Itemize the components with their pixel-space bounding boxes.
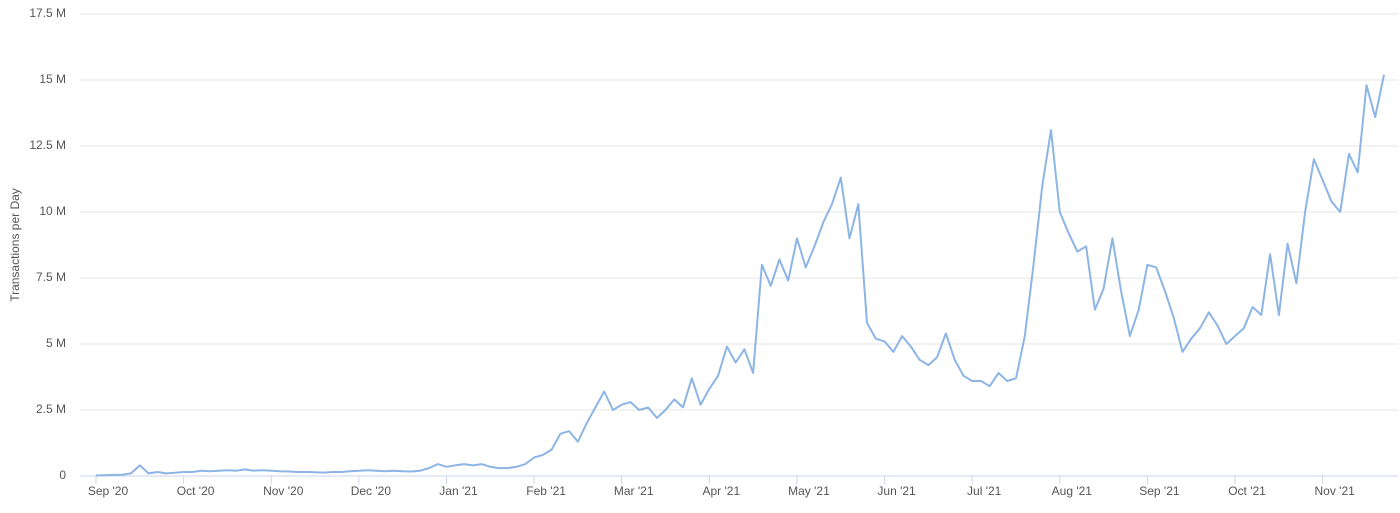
x-tick-label: Apr '21	[703, 484, 741, 498]
y-tick-label: 10 M	[39, 204, 66, 218]
y-tick-label: 17.5 M	[29, 6, 66, 20]
x-tick-label: Sep '21	[1139, 484, 1180, 498]
x-tick-label: Nov '20	[263, 484, 304, 498]
x-tick-label: May '21	[788, 484, 830, 498]
x-tick-label: Oct '20	[177, 484, 215, 498]
x-tick-label: Feb '21	[526, 484, 566, 498]
x-tick-label: Jan '21	[439, 484, 478, 498]
x-tick-label: Oct '21	[1228, 484, 1266, 498]
x-tick-label: Mar '21	[614, 484, 654, 498]
x-tick-label: Nov '21	[1315, 484, 1356, 498]
x-tick-label: Jul '21	[967, 484, 1002, 498]
y-tick-label: 7.5 M	[36, 270, 66, 284]
y-axis-label: Transactions per Day	[8, 188, 22, 302]
y-tick-label: 5 M	[46, 336, 66, 350]
y-tick-label: 0	[59, 468, 66, 482]
y-tick-label: 15 M	[39, 72, 66, 86]
x-tick-label: Dec '20	[351, 484, 392, 498]
x-tick-label: Jun '21	[877, 484, 916, 498]
data-line	[95, 74, 1385, 477]
y-tick-label: 2.5 M	[36, 402, 66, 416]
y-tick-label: 12.5 M	[29, 138, 66, 152]
x-tick-label: Sep '20	[88, 484, 129, 498]
x-tick-label: Aug '21	[1052, 484, 1093, 498]
